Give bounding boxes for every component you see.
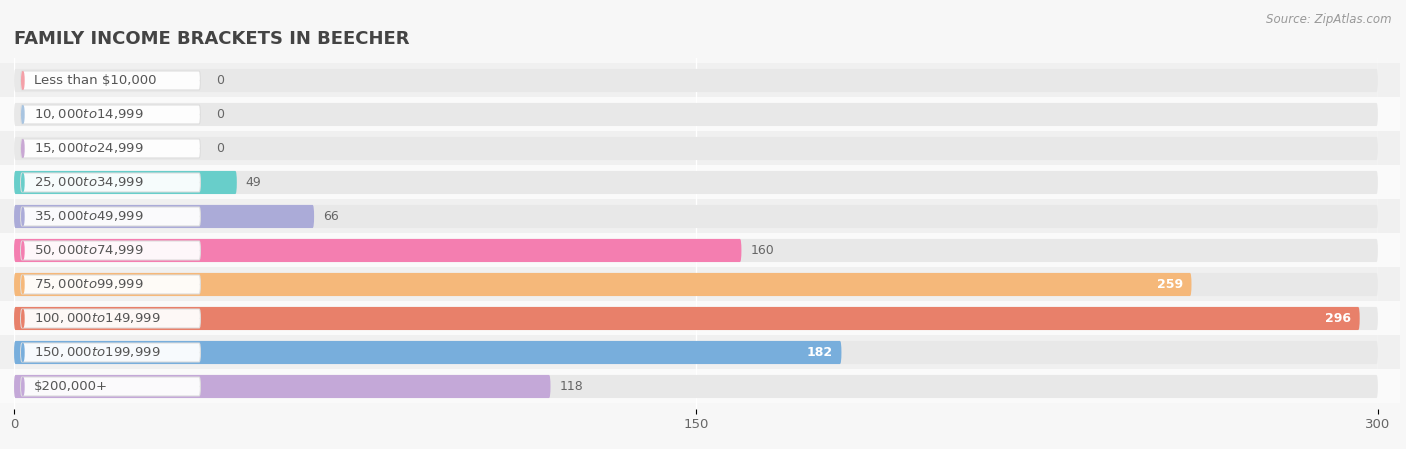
Text: $150,000 to $199,999: $150,000 to $199,999: [34, 345, 160, 360]
FancyBboxPatch shape: [14, 205, 314, 228]
FancyBboxPatch shape: [21, 309, 201, 328]
Text: $75,000 to $99,999: $75,000 to $99,999: [34, 277, 143, 291]
FancyBboxPatch shape: [14, 375, 551, 398]
Circle shape: [21, 106, 24, 123]
FancyBboxPatch shape: [14, 341, 841, 364]
FancyBboxPatch shape: [0, 233, 1400, 268]
Circle shape: [21, 310, 24, 327]
Text: 66: 66: [323, 210, 339, 223]
Text: 259: 259: [1157, 278, 1182, 291]
FancyBboxPatch shape: [14, 137, 1378, 160]
Text: 0: 0: [217, 142, 224, 155]
FancyBboxPatch shape: [0, 199, 1400, 233]
Text: 118: 118: [560, 380, 583, 393]
FancyBboxPatch shape: [21, 241, 201, 260]
Text: 49: 49: [246, 176, 262, 189]
FancyBboxPatch shape: [14, 103, 1378, 126]
FancyBboxPatch shape: [14, 171, 1378, 194]
Text: $35,000 to $49,999: $35,000 to $49,999: [34, 210, 143, 224]
FancyBboxPatch shape: [14, 307, 1360, 330]
Text: $10,000 to $14,999: $10,000 to $14,999: [34, 107, 143, 122]
FancyBboxPatch shape: [0, 370, 1400, 404]
Text: $100,000 to $149,999: $100,000 to $149,999: [34, 312, 160, 326]
FancyBboxPatch shape: [21, 377, 201, 396]
FancyBboxPatch shape: [21, 71, 201, 90]
FancyBboxPatch shape: [0, 97, 1400, 132]
FancyBboxPatch shape: [21, 275, 201, 294]
FancyBboxPatch shape: [0, 132, 1400, 166]
Circle shape: [21, 72, 24, 89]
Text: 0: 0: [217, 74, 224, 87]
FancyBboxPatch shape: [14, 341, 1378, 364]
FancyBboxPatch shape: [14, 273, 1378, 296]
Text: 182: 182: [807, 346, 832, 359]
FancyBboxPatch shape: [21, 343, 201, 362]
Text: FAMILY INCOME BRACKETS IN BEECHER: FAMILY INCOME BRACKETS IN BEECHER: [14, 31, 409, 48]
FancyBboxPatch shape: [14, 375, 1378, 398]
FancyBboxPatch shape: [0, 335, 1400, 370]
Circle shape: [21, 343, 24, 361]
Text: $15,000 to $24,999: $15,000 to $24,999: [34, 141, 143, 155]
Text: $25,000 to $34,999: $25,000 to $34,999: [34, 176, 143, 189]
Circle shape: [21, 174, 24, 191]
FancyBboxPatch shape: [21, 139, 201, 158]
Circle shape: [21, 242, 24, 259]
Text: 160: 160: [751, 244, 773, 257]
FancyBboxPatch shape: [0, 301, 1400, 335]
FancyBboxPatch shape: [14, 307, 1378, 330]
Circle shape: [21, 276, 24, 293]
Text: Source: ZipAtlas.com: Source: ZipAtlas.com: [1267, 13, 1392, 26]
FancyBboxPatch shape: [14, 205, 1378, 228]
FancyBboxPatch shape: [21, 173, 201, 192]
Text: 296: 296: [1324, 312, 1351, 325]
FancyBboxPatch shape: [14, 171, 236, 194]
FancyBboxPatch shape: [0, 268, 1400, 301]
Text: $50,000 to $74,999: $50,000 to $74,999: [34, 243, 143, 257]
Circle shape: [21, 378, 24, 395]
Text: $200,000+: $200,000+: [34, 380, 108, 393]
FancyBboxPatch shape: [21, 207, 201, 226]
Text: 0: 0: [217, 108, 224, 121]
Text: Less than $10,000: Less than $10,000: [34, 74, 156, 87]
FancyBboxPatch shape: [14, 239, 741, 262]
Circle shape: [21, 208, 24, 225]
FancyBboxPatch shape: [14, 273, 1191, 296]
FancyBboxPatch shape: [14, 69, 1378, 92]
FancyBboxPatch shape: [0, 63, 1400, 97]
FancyBboxPatch shape: [14, 239, 1378, 262]
Circle shape: [21, 140, 24, 157]
FancyBboxPatch shape: [21, 105, 201, 124]
FancyBboxPatch shape: [0, 166, 1400, 199]
